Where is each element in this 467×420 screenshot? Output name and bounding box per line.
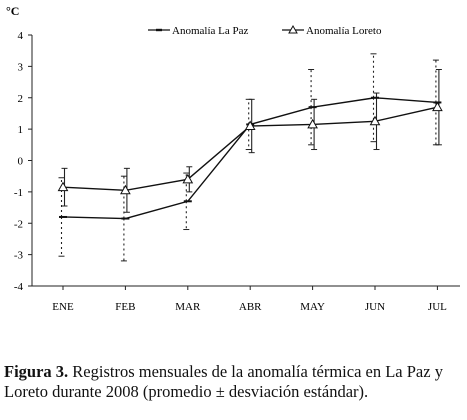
y-tick-label: 0 (18, 156, 24, 168)
x-tick-label: MAY (300, 301, 325, 313)
data-point-triangle (244, 120, 256, 130)
data-point-triangle (307, 118, 318, 129)
data-point-triangle (432, 101, 443, 112)
error-bars (58, 53, 442, 262)
y-tick-label: 1 (18, 124, 24, 136)
x-tick-label: JUL (428, 301, 447, 313)
data-point-triangle (369, 115, 381, 126)
data-point-triangle (120, 184, 131, 195)
y-tick-label: -1 (14, 187, 23, 199)
x-tick-label: FEB (115, 301, 135, 313)
legend: Anomalía La Paz Anomalía Loreto (148, 24, 382, 37)
x-tick-label: ENE (52, 301, 74, 313)
x-tick-label: ABR (239, 301, 262, 313)
series-line-loreto (62, 106, 438, 192)
x-tick-label: JUN (365, 301, 385, 313)
caption-lead: Figura 3. (4, 362, 69, 381)
legend-label: Anomalía Loreto (306, 25, 382, 37)
line-chart: °C -4 -3 -2 -1 0 1 2 3 4 ENE FEB MAR ABR MAY JUN JUL An… (6, 4, 460, 313)
y-unit-label: °C (6, 4, 19, 18)
y-tick-label: 3 (18, 61, 24, 73)
series-markers (57, 96, 443, 220)
y-tick-label: -4 (14, 281, 24, 293)
figure-caption: Figura 3. Registros mensuales de la anom… (4, 362, 464, 402)
legend-label: Anomalía La Paz (172, 25, 248, 37)
axes: -4 -3 -2 -1 0 1 2 3 4 ENE FEB MAR ABR MAY JUN JUL (14, 30, 460, 313)
y-tick-label: 4 (18, 30, 24, 42)
data-point-triangle (182, 173, 194, 184)
y-tick-label: -2 (14, 218, 23, 230)
caption-text: Registros mensuales de la anomalía térmi… (4, 362, 443, 401)
y-tick-label: 2 (18, 93, 24, 105)
series-lines (62, 97, 438, 220)
data-point-triangle (57, 181, 69, 192)
x-tick-label: MAR (175, 301, 201, 313)
y-tick-label: -3 (14, 250, 24, 262)
legend-marker-triangle (288, 24, 298, 34)
series-line-la-paz (62, 97, 438, 220)
